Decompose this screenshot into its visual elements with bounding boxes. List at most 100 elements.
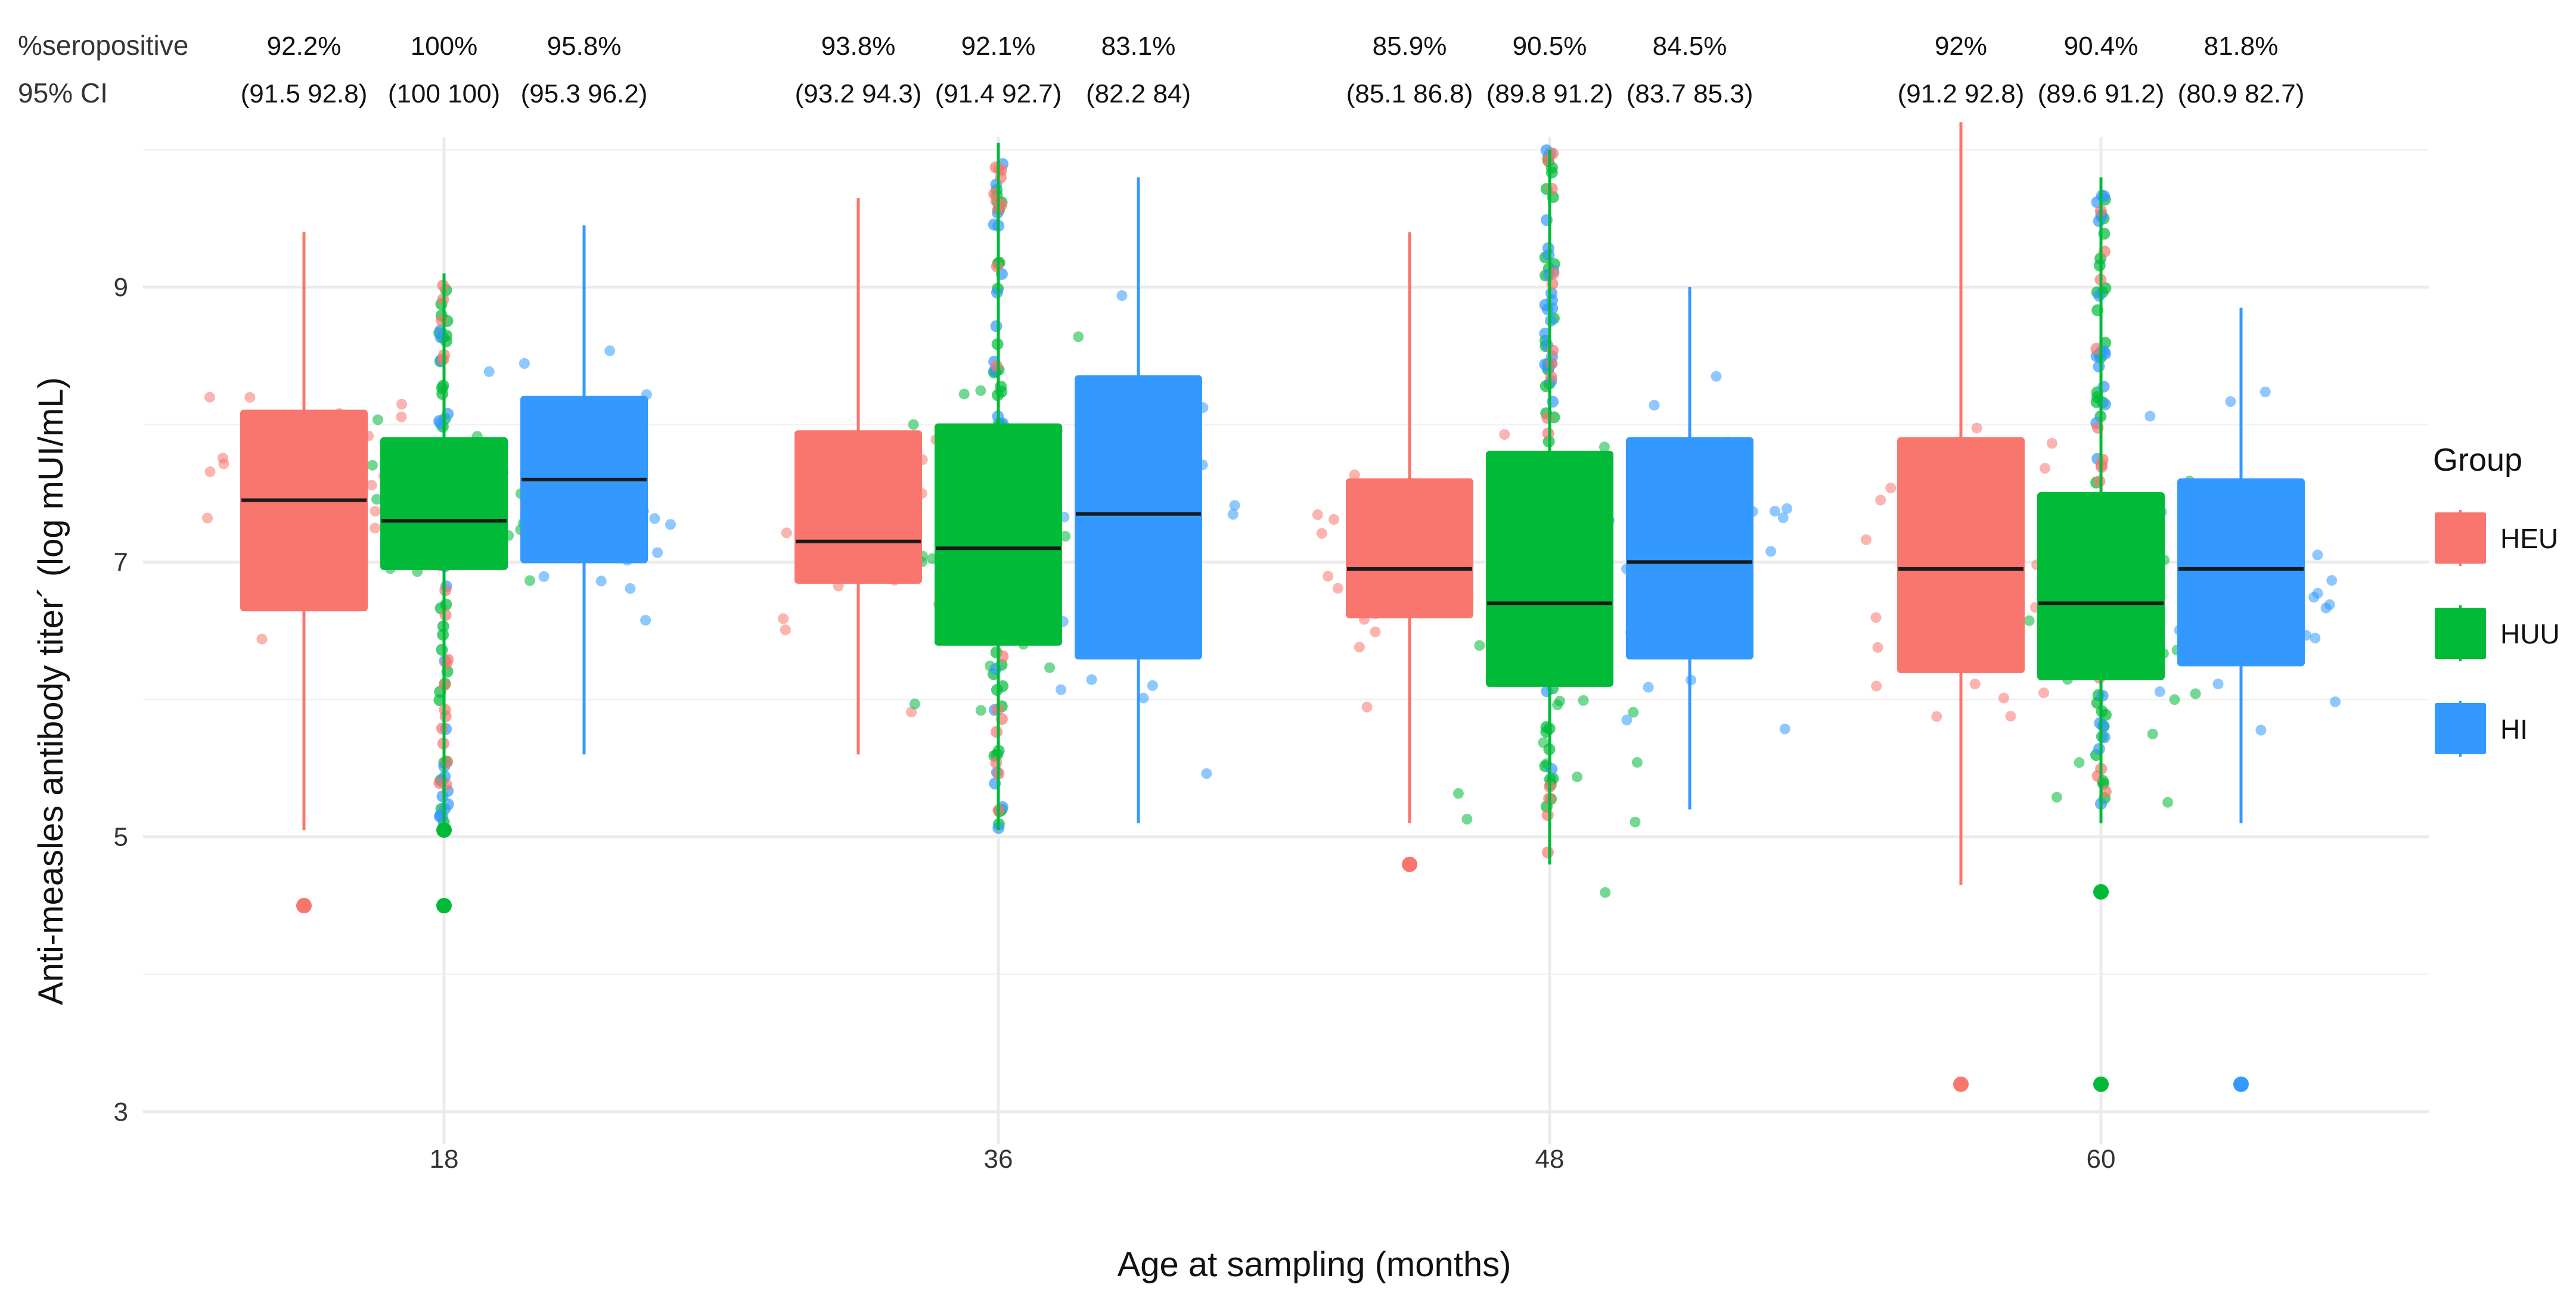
jitter-point [989, 663, 1002, 675]
jitter-point [1870, 612, 1882, 623]
jitter-point [2093, 290, 2106, 302]
jitter-point [595, 576, 607, 587]
jitter-point [1631, 757, 1643, 768]
jitter-point [538, 571, 550, 582]
jitter-point [204, 466, 216, 477]
jitter-point [1499, 429, 1510, 440]
outlier-point [436, 822, 452, 838]
jitter-point [366, 480, 377, 491]
jitter-point [2093, 360, 2105, 373]
jitter-point [1649, 400, 1660, 411]
jitter-point [2038, 687, 2049, 698]
jitter-point [1630, 816, 1641, 828]
jitter-point [991, 360, 1003, 372]
seropositive-label: 100% [411, 32, 478, 61]
box-hi [1075, 375, 1202, 660]
jitter-point [244, 391, 256, 403]
jitter-point [370, 506, 381, 517]
jitter-point [994, 171, 1007, 184]
jitter-point [781, 527, 792, 539]
jitter-point [2312, 549, 2323, 561]
jitter-point [2099, 785, 2112, 798]
jitter-point [1332, 583, 1343, 594]
jitter-point [665, 519, 676, 530]
jitter-point [2225, 396, 2236, 407]
jitter-point [1329, 514, 1339, 525]
x-tick-label: 48 [1535, 1145, 1565, 1174]
jitter-point [2144, 411, 2156, 422]
ci-label: (91.2 92.8) [1898, 79, 2025, 108]
ci-label: (91.4 92.7) [935, 79, 1062, 108]
jitter-point [604, 345, 616, 356]
seropositive-label: 90.4% [2064, 32, 2139, 61]
jitter-point [2074, 757, 2085, 768]
jitter-point [2260, 386, 2271, 397]
jitter-point [2190, 688, 2201, 699]
jitter-point [1312, 509, 1323, 520]
y-axis-title: Anti-measles antibody titer´ (log mUI/mL… [32, 377, 70, 1005]
jitter-point [2312, 587, 2323, 599]
jitter-point [1545, 763, 1558, 775]
jitter-point [908, 419, 919, 430]
jitter-point [1056, 684, 1067, 695]
ci-label: (100 100) [388, 79, 500, 108]
jitter-point [1461, 813, 1473, 825]
jitter-point [1643, 682, 1654, 693]
ci-label: (85.1 86.8) [1346, 79, 1473, 108]
jitter-point [519, 358, 530, 369]
jitter-point [1765, 546, 1777, 557]
jitter-point [975, 705, 986, 716]
jitter-point [1541, 412, 1554, 424]
jitter-point [990, 757, 1003, 769]
jitter-point [396, 411, 407, 422]
outlier-point [1402, 856, 1417, 872]
jitter-point [2255, 724, 2267, 736]
jitter-point [1621, 714, 1632, 726]
jitter-point [640, 615, 651, 626]
seropositive-label: 92.2% [267, 32, 342, 61]
jitter-point [440, 598, 452, 611]
jitter-point [1541, 809, 1554, 821]
jitter-point [1885, 483, 1897, 493]
x-tick-label: 36 [984, 1145, 1013, 1174]
jitter-point [256, 633, 268, 645]
seropositive-label: 81.8% [2204, 32, 2279, 61]
jitter-point [367, 459, 378, 471]
jitter-point [2212, 678, 2224, 689]
legend-label-huu: HUU [2500, 618, 2560, 649]
seropositive-label: 84.5% [1653, 32, 1727, 61]
ci-label: (91.5 92.8) [241, 79, 368, 108]
jitter-point [524, 575, 535, 586]
jitter-point [2154, 686, 2165, 697]
jitter-point [1628, 707, 1639, 718]
jitter-point [433, 777, 446, 789]
jitter-point [2320, 602, 2332, 614]
jitter-point [1349, 469, 1360, 480]
jitter-point [1971, 422, 1982, 434]
jitter-point [1779, 723, 1790, 735]
jitter-point [2326, 575, 2338, 586]
axes: Age at sampling (months) Anti-measles an… [32, 273, 2115, 1284]
jitter-point [1539, 328, 1551, 340]
seropositive-label: 85.9% [1373, 32, 1447, 61]
jitter-point [1453, 788, 1464, 799]
jitter-point [975, 385, 986, 396]
jitter-point [433, 415, 445, 427]
jitter-point [396, 399, 408, 410]
jitter-point [1546, 278, 1559, 290]
jitter-point [1354, 642, 1365, 653]
jitter-point [373, 414, 383, 425]
jitter-point [2005, 711, 2016, 722]
jitter-point [2051, 792, 2062, 803]
ci-label: (82.2 84) [1086, 79, 1191, 108]
annotation-header-seropositive: %seropositive [18, 30, 188, 61]
jitter-point [1599, 441, 1610, 453]
jitter-point [2090, 343, 2103, 355]
ci-label: (89.6 91.2) [2038, 79, 2165, 108]
jitter-point [1086, 674, 1097, 685]
outlier-point [2093, 1076, 2109, 1092]
jitter-point [1323, 571, 1334, 582]
seropositive-label: 92% [1935, 32, 1987, 61]
jitter-point [991, 726, 1003, 738]
jitter-point [202, 512, 213, 524]
